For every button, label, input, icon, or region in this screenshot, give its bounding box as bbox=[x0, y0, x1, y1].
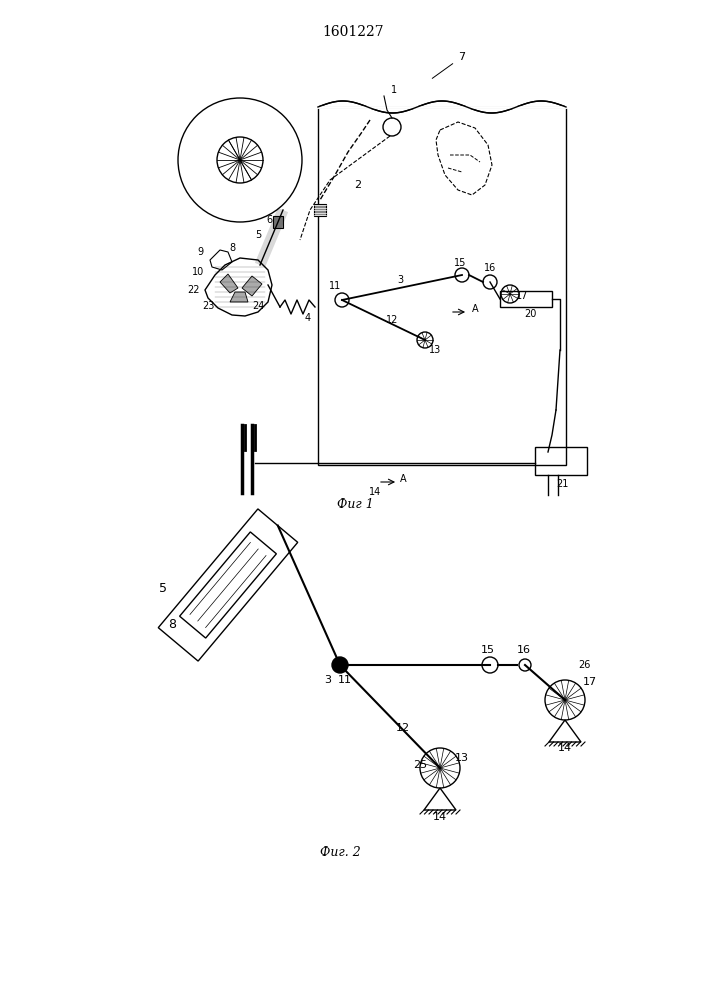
Text: 21: 21 bbox=[556, 479, 568, 489]
Bar bbox=[500, 291, 552, 307]
Text: 13: 13 bbox=[429, 345, 441, 355]
Polygon shape bbox=[242, 276, 262, 296]
Text: 24: 24 bbox=[252, 301, 264, 311]
Text: 6: 6 bbox=[266, 215, 272, 225]
Text: 8: 8 bbox=[168, 618, 176, 632]
Text: 11: 11 bbox=[338, 675, 352, 685]
Text: 25: 25 bbox=[413, 760, 427, 770]
Text: 5: 5 bbox=[159, 582, 167, 594]
Text: 9: 9 bbox=[197, 247, 203, 257]
Polygon shape bbox=[230, 292, 248, 302]
Text: 8: 8 bbox=[229, 243, 235, 253]
Text: 3: 3 bbox=[325, 675, 332, 685]
Text: 1: 1 bbox=[391, 85, 397, 95]
Text: 17: 17 bbox=[516, 291, 528, 301]
Text: 14: 14 bbox=[558, 743, 572, 753]
Bar bbox=[535, 447, 587, 475]
Text: 17: 17 bbox=[583, 677, 597, 687]
Text: 15: 15 bbox=[454, 258, 466, 268]
Text: 14: 14 bbox=[369, 487, 381, 497]
Text: 13: 13 bbox=[455, 753, 469, 763]
Text: 14: 14 bbox=[433, 812, 447, 822]
Text: 23: 23 bbox=[201, 301, 214, 311]
Text: 1601227: 1601227 bbox=[322, 25, 384, 39]
Text: Фиг 1: Фиг 1 bbox=[337, 498, 373, 512]
Text: 16: 16 bbox=[484, 263, 496, 273]
Text: 16: 16 bbox=[517, 645, 531, 655]
Bar bbox=[318, 107, 566, 465]
Polygon shape bbox=[220, 274, 238, 293]
Text: 15: 15 bbox=[481, 645, 495, 655]
Text: 2: 2 bbox=[354, 180, 361, 190]
Text: 22: 22 bbox=[187, 285, 200, 295]
Text: A: A bbox=[400, 474, 407, 484]
Bar bbox=[273, 216, 283, 228]
Text: 5: 5 bbox=[255, 230, 261, 240]
Text: 12: 12 bbox=[386, 315, 398, 325]
Bar bbox=[314, 204, 326, 216]
Text: 4: 4 bbox=[305, 313, 311, 323]
Text: 11: 11 bbox=[329, 281, 341, 291]
Circle shape bbox=[332, 657, 348, 673]
Text: 26: 26 bbox=[578, 660, 590, 670]
Text: 7: 7 bbox=[458, 52, 466, 62]
Text: 3: 3 bbox=[397, 275, 403, 285]
Text: 12: 12 bbox=[396, 723, 410, 733]
Text: A: A bbox=[472, 304, 479, 314]
Text: 20: 20 bbox=[524, 309, 536, 319]
Text: 10: 10 bbox=[192, 267, 204, 277]
Text: Фиг. 2: Фиг. 2 bbox=[320, 846, 361, 858]
